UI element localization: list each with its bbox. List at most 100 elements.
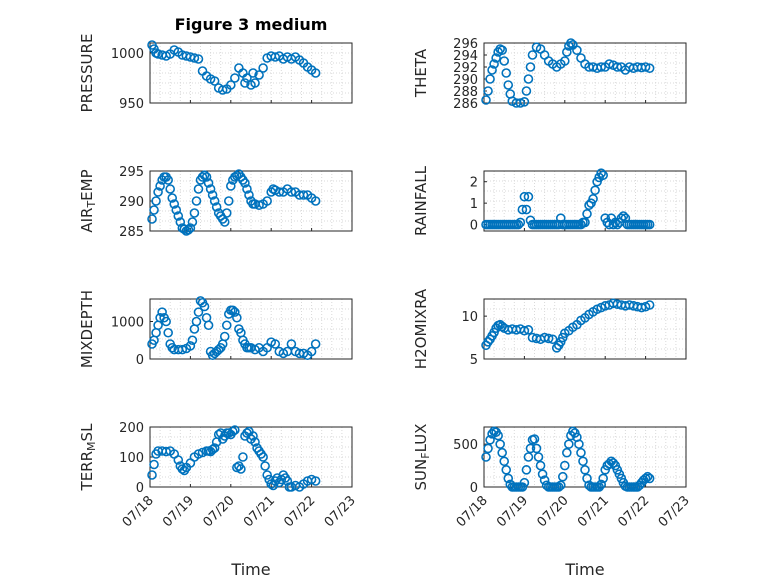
data-point <box>254 200 264 210</box>
data-point <box>223 196 234 206</box>
data-point <box>207 190 218 200</box>
data-point <box>580 465 590 475</box>
data-point <box>230 73 240 83</box>
x-tick-label: 07/23 <box>656 493 693 530</box>
data-point <box>564 439 574 449</box>
data-point <box>149 205 159 215</box>
data-point <box>489 59 499 69</box>
x-tick-label: 07/18 <box>120 493 157 530</box>
data-point <box>169 199 180 209</box>
data-point <box>238 452 248 462</box>
data-point <box>497 447 507 458</box>
y-axis-label: MIXDEPTH <box>78 290 96 368</box>
x-tick-label: 07/21 <box>575 493 612 530</box>
data-point <box>167 193 178 203</box>
x-tick-label: 07/23 <box>322 493 359 530</box>
y-tick-label: 2 <box>470 176 478 191</box>
data-point <box>483 443 493 454</box>
data-point <box>521 465 532 475</box>
data-point <box>557 471 568 482</box>
y-tick-label: 1 <box>470 197 478 212</box>
data-point <box>274 187 285 197</box>
data-point <box>173 211 184 221</box>
y-tick-label: 0 <box>136 481 144 496</box>
data-point <box>501 465 512 475</box>
data-point <box>562 47 572 57</box>
data-point <box>250 78 260 88</box>
data-point <box>523 325 534 335</box>
axes-frame <box>483 170 687 232</box>
data-point <box>193 184 204 194</box>
data-point <box>491 53 501 63</box>
data-point <box>199 170 210 180</box>
data-point <box>598 170 608 181</box>
data-point <box>179 224 190 234</box>
data-point <box>636 302 647 313</box>
data-point <box>217 85 228 95</box>
data-point <box>185 223 196 233</box>
data-point <box>149 459 159 470</box>
y-tick-label: 0 <box>470 219 478 234</box>
data-point <box>151 196 161 206</box>
data-point <box>574 439 584 449</box>
data-point <box>219 217 230 227</box>
data-point <box>523 452 534 462</box>
data-point <box>298 190 309 200</box>
data-point <box>258 452 268 462</box>
subplot-h2omixra: 5 10 H2OMIXRA <box>412 288 687 369</box>
y-axis-label: H2OMIXRA <box>412 288 430 369</box>
data-point <box>197 172 208 182</box>
data-point <box>525 62 536 72</box>
y-tick-label: 200 <box>119 421 144 436</box>
data-point <box>242 73 252 83</box>
data-point <box>527 50 538 60</box>
data-point <box>566 38 576 48</box>
data-point <box>310 68 321 78</box>
data-point <box>226 80 236 90</box>
data-point <box>543 333 554 344</box>
axes-frame <box>149 42 353 104</box>
y-axis-label: SUNFLUX <box>412 424 432 491</box>
y-tick-label: 10 <box>461 310 478 325</box>
data-point <box>521 86 532 96</box>
data-point <box>531 443 542 454</box>
subplot-rainfall: 0 1 2 RAINFALL <box>412 165 687 236</box>
data-point <box>499 456 510 467</box>
y-tick-label: 500 <box>453 438 478 453</box>
x-tick-label: 07/21 <box>241 493 278 530</box>
y-axis-label: RAINFALL <box>412 165 430 236</box>
data-point <box>600 301 611 311</box>
data-point <box>155 181 165 191</box>
data-point <box>499 56 510 66</box>
data-point <box>529 434 540 444</box>
data-point <box>248 431 258 441</box>
subplot-mixdepth: 0 1000 MIXDEPTH <box>78 290 353 368</box>
data-point <box>519 191 530 202</box>
data-point <box>598 473 608 484</box>
y-axis-label: PRESSURE <box>78 34 96 113</box>
y-tick-label: 292 <box>453 61 478 76</box>
data-point <box>515 217 526 228</box>
data-point <box>485 435 495 445</box>
data-point <box>517 204 528 215</box>
data-point <box>201 172 212 182</box>
data-point <box>519 97 530 107</box>
data-point <box>173 455 184 465</box>
data-point <box>262 470 272 480</box>
data-point <box>250 437 260 447</box>
data-point <box>191 316 202 327</box>
data-point <box>495 439 505 449</box>
data-point <box>258 63 268 73</box>
data-point <box>580 217 590 228</box>
subplot-sun-flux: 0 500 07/18 07/19 07/20 07/21 07/22 07/23 SUNFLU… <box>412 424 693 579</box>
data-point <box>260 461 270 471</box>
data-point <box>559 460 570 471</box>
data-point <box>604 459 615 469</box>
data-point <box>183 225 194 235</box>
data-point <box>240 78 250 88</box>
data-point <box>513 219 524 230</box>
data-point <box>209 76 220 86</box>
x-tick-label: 07/19 <box>160 493 197 530</box>
x-axis-label: Time <box>230 560 270 579</box>
y-tick-label: 290 <box>453 73 478 88</box>
